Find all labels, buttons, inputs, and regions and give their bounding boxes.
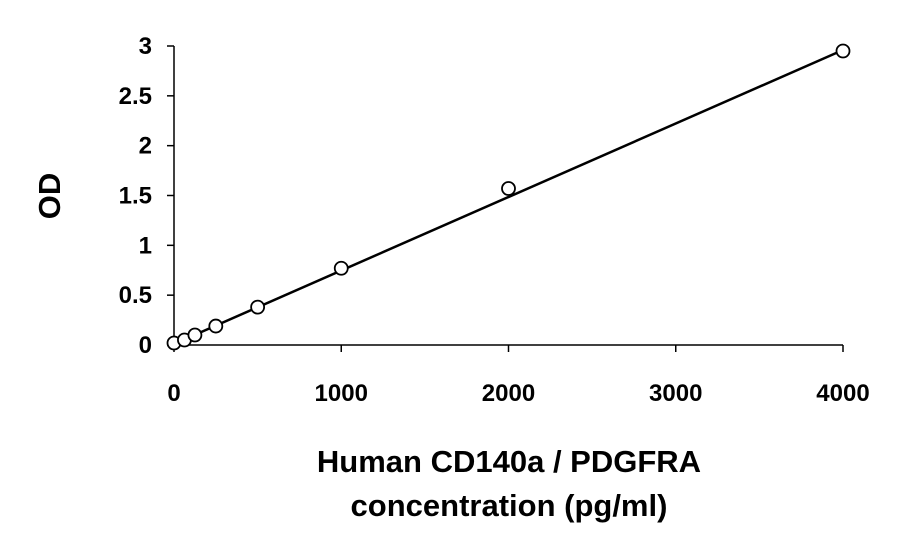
y-ticks [167,45,174,346]
data-point [208,318,224,334]
x-ticks [173,345,844,352]
y-axis-title: OD [32,173,67,220]
trendline [173,48,844,346]
x-tick-label: 3000 [649,380,702,407]
y-tick-label: 0 [139,332,152,359]
x-axis-title-line-2: concentration (pg/ml) [351,488,668,523]
data-point [835,43,851,59]
x-axis-title-line-1: Human CD140a / PDGFRA [317,444,701,479]
data-point [250,299,266,315]
data-points [166,43,851,351]
x-tick-labels: 0 1000 2000 3000 4000 [167,380,869,407]
data-point [501,181,516,196]
data-point [187,327,203,343]
plot-area: 0 0.5 1 1.5 2 2.5 3 0 1000 2000 3000 4000 [119,33,870,407]
x-tick-label: 4000 [816,380,869,407]
y-tick-label: 0.5 [119,282,152,309]
x-tick-label: 2000 [482,380,535,407]
y-tick-label: 1.5 [119,183,152,210]
y-tick-label: 2 [139,133,152,160]
x-tick-label: 0 [167,380,180,407]
y-tick-label: 1 [139,232,152,259]
y-tick-label: 2.5 [119,83,152,110]
y-tick-labels: 0 0.5 1 1.5 2 2.5 3 [119,33,152,359]
data-point [333,260,349,276]
y-tick-label: 3 [139,33,152,60]
x-tick-label: 1000 [315,380,368,407]
